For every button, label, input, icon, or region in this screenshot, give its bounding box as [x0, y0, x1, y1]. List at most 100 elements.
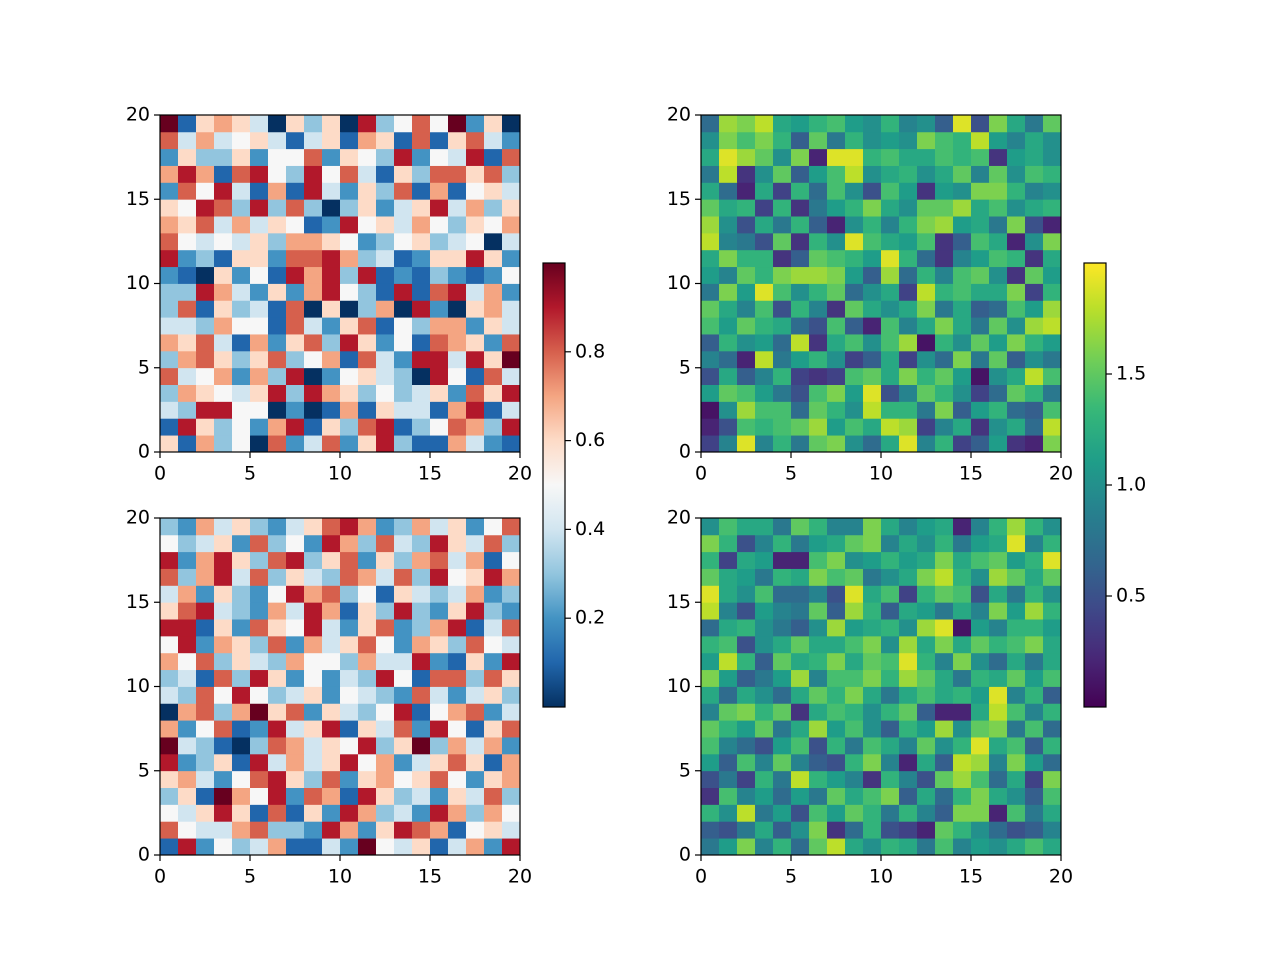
heatmap-cell	[250, 418, 269, 436]
heatmap-cell	[809, 283, 828, 301]
heatmap-cell	[448, 401, 467, 419]
heatmap-cell	[935, 216, 954, 234]
heatmap-cell	[430, 534, 449, 553]
heatmap-cell	[899, 232, 918, 251]
heatmap-cell	[484, 350, 503, 369]
heatmap-cell	[791, 401, 810, 419]
heatmap-cell	[1043, 652, 1062, 671]
heatmap-cell	[1043, 401, 1062, 419]
heatmap-cell	[466, 568, 485, 586]
heatmap-cell	[791, 283, 810, 301]
heatmap-cell	[827, 534, 846, 553]
heatmap-cell	[989, 652, 1008, 671]
heatmap-cell	[232, 669, 251, 687]
heatmap-cell	[917, 753, 936, 772]
heatmap-cell	[953, 518, 972, 536]
heatmap-cell	[1007, 568, 1026, 586]
heatmap-cell	[1025, 182, 1044, 200]
heatmap-cell	[340, 703, 359, 721]
heatmap-cell	[1025, 585, 1044, 603]
heatmap-cell	[755, 686, 774, 704]
heatmap-cell	[845, 838, 864, 856]
heatmap-cell	[755, 165, 774, 183]
heatmap-cell	[412, 199, 431, 217]
heatmap-cell	[340, 669, 359, 687]
heatmap-cell	[502, 602, 521, 620]
heatmap-cell	[232, 283, 251, 301]
heatmap-cell	[953, 249, 972, 268]
x-tick-label: 15	[418, 866, 442, 888]
heatmap-cell	[304, 115, 323, 133]
heatmap-cell	[232, 551, 251, 569]
heatmap-cell	[304, 131, 323, 150]
heatmap-cell	[755, 652, 774, 671]
y-tick-label: 5	[138, 759, 150, 781]
heatmap-cell	[196, 334, 215, 352]
heatmap-cell	[214, 804, 233, 822]
heatmap-cell	[827, 804, 846, 822]
heatmap-cell	[953, 838, 972, 856]
heatmap-cell	[250, 652, 269, 671]
heatmap-cell	[1025, 266, 1044, 284]
heatmap-cell	[917, 367, 936, 385]
heatmap-cell	[1007, 367, 1026, 385]
heatmap-cell	[394, 334, 413, 352]
heatmap-cell	[412, 148, 431, 166]
heatmap-cell	[250, 317, 269, 335]
heatmap-cell	[881, 602, 900, 620]
heatmap-cell	[719, 148, 738, 166]
heatmap-cell	[719, 635, 738, 654]
heatmap-cell	[773, 266, 792, 284]
heatmap-cell	[863, 401, 882, 419]
heatmap-cell	[827, 266, 846, 284]
heatmap-cell	[953, 300, 972, 318]
heatmap-cell	[701, 148, 720, 166]
heatmap-cell	[160, 770, 179, 788]
heatmap-cell	[178, 266, 197, 284]
heatmap-cell	[394, 283, 413, 301]
heatmap-cell	[737, 367, 756, 385]
y-tick-label: 15	[667, 591, 691, 613]
heatmap-cell	[809, 551, 828, 569]
heatmap-cell	[304, 232, 323, 251]
heatmap-cell	[917, 300, 936, 318]
heatmap-cell	[935, 435, 954, 453]
heatmap-cell	[935, 182, 954, 200]
heatmap-cell	[737, 300, 756, 318]
heatmap-cell	[376, 551, 395, 569]
heatmap-cell	[1025, 568, 1044, 586]
heatmap-cell	[214, 602, 233, 620]
heatmap-cell	[881, 401, 900, 419]
heatmap-cell	[809, 770, 828, 788]
heatmap-cell	[178, 165, 197, 183]
heatmap-cell	[953, 770, 972, 788]
heatmap-cell	[322, 266, 341, 284]
heatmap-cell	[701, 703, 720, 721]
heatmap-cell	[394, 232, 413, 251]
heatmap-cell	[394, 635, 413, 654]
heatmap-cell	[701, 720, 720, 738]
heatmap-cell	[863, 753, 882, 772]
heatmap-cell	[935, 585, 954, 603]
heatmap-cell	[322, 534, 341, 553]
heatmap-cell	[466, 131, 485, 150]
heatmap-cell	[971, 703, 990, 721]
heatmap-cell	[701, 401, 720, 419]
heatmap-cell	[376, 652, 395, 671]
heatmap-cell	[773, 602, 792, 620]
heatmap-cell	[196, 418, 215, 436]
heatmap-cell	[863, 350, 882, 369]
heatmap-cell	[250, 838, 269, 856]
heatmap-cell	[376, 787, 395, 805]
heatmap-cell	[178, 635, 197, 654]
heatmap-cell	[394, 838, 413, 856]
heatmap-cell	[755, 753, 774, 772]
heatmap-cell	[340, 367, 359, 385]
heatmap-cell	[214, 435, 233, 453]
heatmap-cell	[196, 551, 215, 569]
heatmap-cell	[394, 804, 413, 822]
heatmap-cell	[214, 787, 233, 805]
heatmap-cell	[214, 720, 233, 738]
heatmap-cell	[773, 770, 792, 788]
heatmap-cell	[340, 635, 359, 654]
